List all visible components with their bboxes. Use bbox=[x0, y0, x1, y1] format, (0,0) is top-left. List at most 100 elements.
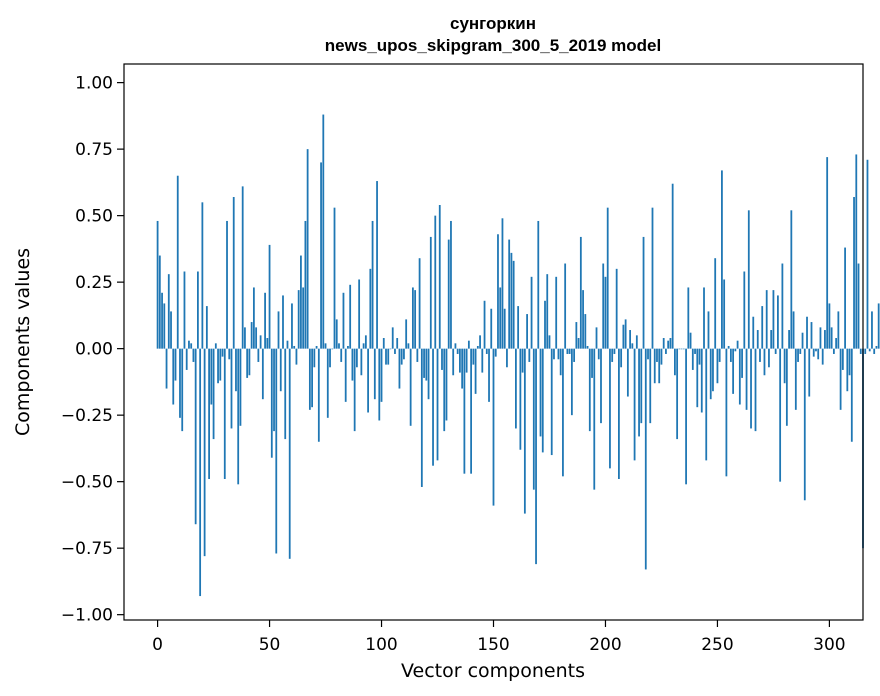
bar bbox=[302, 287, 305, 349]
bar bbox=[873, 348, 876, 354]
bar bbox=[284, 348, 287, 440]
bar bbox=[485, 348, 488, 354]
bar bbox=[183, 271, 186, 349]
bar bbox=[555, 276, 558, 349]
bar bbox=[792, 311, 795, 349]
bar bbox=[803, 348, 806, 501]
bar bbox=[624, 319, 627, 349]
bar bbox=[830, 327, 833, 349]
bar bbox=[595, 327, 598, 349]
bar bbox=[362, 343, 365, 349]
bar bbox=[344, 348, 347, 402]
bar bbox=[781, 263, 784, 349]
bar bbox=[483, 300, 486, 349]
bar bbox=[815, 348, 817, 352]
bar bbox=[203, 348, 206, 557]
bar bbox=[676, 348, 679, 440]
bar bbox=[329, 348, 331, 368]
bar bbox=[273, 348, 275, 432]
bar bbox=[286, 340, 289, 349]
bar bbox=[219, 348, 222, 381]
bar bbox=[631, 343, 634, 349]
bar bbox=[806, 316, 808, 349]
bar bbox=[779, 348, 782, 482]
bar bbox=[877, 303, 880, 349]
bar bbox=[633, 348, 636, 461]
bar bbox=[373, 348, 376, 400]
bar bbox=[557, 348, 560, 360]
y-tick-label: −0.25 bbox=[61, 406, 113, 426]
bar bbox=[188, 340, 190, 349]
bar bbox=[407, 343, 410, 349]
bar bbox=[246, 348, 249, 378]
x-axis-ticks: 0 50 100 150 200 250 300 bbox=[152, 620, 846, 655]
bar bbox=[494, 348, 497, 357]
bar bbox=[380, 348, 383, 402]
bar bbox=[385, 348, 387, 365]
bar bbox=[264, 292, 266, 349]
bar bbox=[539, 348, 542, 437]
bar bbox=[600, 348, 602, 424]
bar bbox=[678, 348, 681, 350]
y-tick-label: 0.50 bbox=[75, 207, 113, 227]
bar bbox=[190, 343, 193, 349]
bar bbox=[788, 330, 790, 349]
bar bbox=[582, 290, 584, 349]
bar bbox=[351, 348, 354, 381]
bar bbox=[532, 348, 535, 490]
bar bbox=[158, 255, 161, 349]
bar bbox=[488, 348, 490, 402]
bar bbox=[564, 263, 567, 349]
bar bbox=[156, 220, 159, 349]
bar bbox=[685, 348, 687, 485]
bar bbox=[570, 348, 573, 416]
bar bbox=[584, 314, 587, 349]
bar bbox=[801, 332, 804, 349]
x-tick-label: 100 bbox=[365, 635, 397, 655]
bar bbox=[790, 210, 793, 349]
bar bbox=[705, 348, 708, 461]
bar bbox=[221, 348, 224, 357]
bar bbox=[821, 348, 824, 365]
bar bbox=[810, 322, 813, 349]
bar bbox=[640, 348, 643, 424]
bar bbox=[844, 247, 846, 349]
bar bbox=[738, 348, 741, 405]
bar bbox=[237, 348, 240, 485]
bar bbox=[680, 348, 683, 350]
bar bbox=[268, 244, 271, 349]
bar bbox=[400, 348, 403, 365]
bar bbox=[438, 205, 441, 349]
bar bbox=[716, 348, 719, 384]
bar bbox=[528, 348, 531, 362]
bar bbox=[604, 276, 607, 349]
bar bbox=[479, 335, 481, 349]
bar bbox=[723, 279, 726, 349]
bar bbox=[396, 338, 399, 349]
bar bbox=[335, 319, 338, 349]
bar bbox=[501, 218, 504, 349]
chart-title: сунгоркин bbox=[450, 14, 536, 33]
bar bbox=[371, 220, 374, 349]
bar bbox=[799, 348, 802, 354]
bar bbox=[662, 338, 665, 349]
bar bbox=[223, 348, 226, 479]
bar bbox=[871, 311, 873, 349]
bar bbox=[839, 348, 842, 410]
bar bbox=[794, 348, 797, 410]
bar bbox=[866, 159, 869, 349]
bar bbox=[638, 348, 640, 437]
bar bbox=[360, 348, 363, 376]
bar bbox=[376, 181, 378, 349]
bar bbox=[378, 348, 381, 421]
bar bbox=[456, 348, 459, 354]
bar bbox=[418, 258, 421, 349]
bar bbox=[649, 348, 652, 424]
bar bbox=[308, 348, 311, 410]
bar bbox=[436, 348, 439, 461]
bar bbox=[333, 207, 336, 349]
bar bbox=[490, 308, 493, 349]
bars-group bbox=[156, 114, 880, 597]
bar bbox=[535, 348, 537, 565]
bar bbox=[709, 348, 712, 400]
